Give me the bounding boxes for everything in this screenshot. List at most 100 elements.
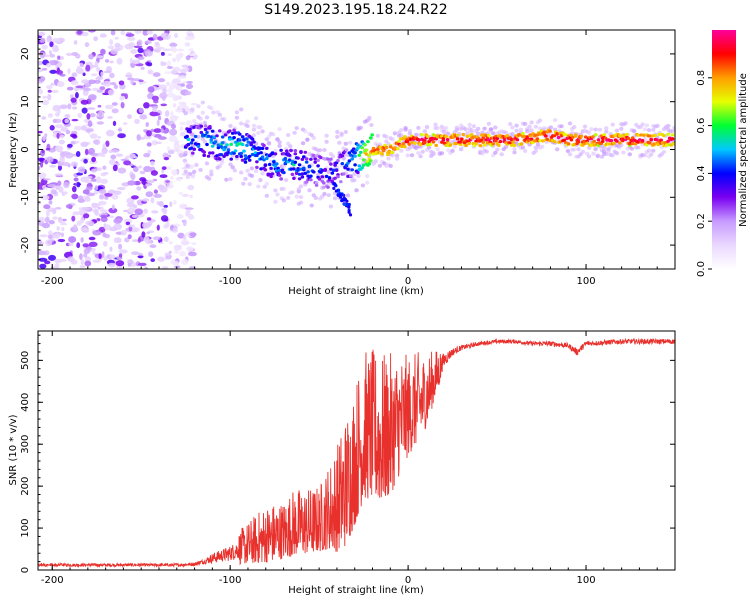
spectrogram-noise-cell — [84, 180, 94, 184]
spectrogram-halo-cell — [209, 169, 214, 174]
spectrogram-noise-cell — [137, 255, 144, 259]
spectrogram-signal-cell — [630, 142, 635, 146]
spectrogram-noise-cell — [119, 95, 125, 101]
spectrogram-halo-cell — [234, 110, 240, 115]
spectrogram-noise-cell — [190, 52, 197, 57]
spectrogram-halo-cell — [670, 128, 675, 133]
spectrogram-halo-cell — [185, 163, 190, 168]
spectrogram-signal-cell — [206, 154, 211, 158]
spectrogram-halo-cell — [292, 130, 297, 135]
spectrogram-signal-cell — [572, 142, 577, 147]
spectrogram-signal-cell — [322, 185, 326, 189]
spectrogram-signal-cell — [505, 134, 510, 138]
spectrogram-noise-cell — [85, 128, 94, 133]
spectrogram-noise-cell — [44, 260, 51, 265]
spectrogram-halo-cell — [328, 204, 334, 209]
spectrogram-x-tick-label: -100 — [219, 276, 242, 287]
spectrogram-signal-cell — [433, 134, 437, 138]
spectrogram-noise-cell — [101, 147, 108, 155]
spectrogram-signal-cell — [440, 134, 444, 138]
spectrogram-noise-cell — [57, 238, 66, 243]
spectrogram-signal-cell — [366, 140, 370, 144]
spectrogram-noise-cell — [76, 30, 83, 35]
spectrogram-halo-cell — [576, 147, 581, 152]
spectrogram-signal-cell — [417, 138, 421, 142]
spectrogram-signal-cell — [292, 167, 296, 171]
spectrogram-halo-cell — [183, 169, 188, 174]
spectrogram-noise-cell — [100, 71, 104, 77]
spectrogram-noise-cell — [166, 88, 173, 93]
spectrogram-noise-cell — [168, 135, 178, 143]
spectrogram-halo-cell — [510, 131, 515, 136]
spectrogram-noise-cell — [134, 30, 142, 34]
spectrogram-halo-cell — [198, 167, 203, 172]
spectrogram-noise-cell — [74, 140, 80, 144]
spectrogram-noise-cell — [182, 219, 187, 227]
spectrogram-halo-cell — [213, 130, 218, 135]
spectrogram-noise-cell — [162, 88, 167, 95]
spectrogram-signal-cell — [411, 136, 416, 140]
spectrogram-signal-cell — [484, 138, 488, 142]
spectrogram-signal-cell — [521, 132, 525, 136]
spectrogram-signal-cell — [265, 156, 269, 161]
spectrogram-noise-cell — [117, 167, 127, 174]
spectrogram-noise-cell — [133, 204, 138, 209]
spectrogram-halo-cell — [305, 167, 310, 172]
spectrogram-noise-cell — [130, 173, 136, 180]
spectrogram-noise-cell — [137, 39, 143, 47]
spectrogram-halo-cell — [271, 132, 276, 137]
spectrogram-halo-cell — [642, 127, 647, 132]
spectrogram-signal-cell — [199, 124, 204, 128]
spectrogram-noise-cell — [41, 67, 48, 71]
spectrogram-signal-cell — [272, 160, 276, 164]
spectrogram-signal-cell — [340, 162, 345, 166]
spectrogram-noise-cell — [173, 223, 181, 227]
spectrogram-noise-cell — [151, 133, 156, 137]
spectrogram-signal-cell — [647, 141, 652, 145]
spectrogram-noise-cell — [127, 263, 131, 267]
spectrogram-halo-cell — [343, 141, 348, 146]
spectrogram-signal-cell — [203, 124, 208, 128]
spectrogram-noise-cell — [47, 234, 53, 239]
spectrogram-noise-cell — [41, 222, 51, 229]
spectrogram-halo-cell — [326, 193, 331, 198]
spectrogram-noise-cell — [139, 170, 146, 175]
spectrogram-noise-cell — [62, 218, 67, 222]
spectrogram-halo-cell — [587, 145, 592, 150]
spectrogram-signal-cell — [356, 146, 360, 150]
spectrogram-halo-cell — [672, 125, 675, 130]
snr-x-tick-label: -100 — [219, 575, 242, 586]
spectrogram-noise-cell — [152, 72, 161, 77]
spectrogram-noise-cell — [98, 111, 103, 118]
spectrogram-noise-cell — [104, 224, 112, 231]
spectrogram-signal-cell — [347, 210, 351, 214]
spectrogram-noise-cell — [55, 70, 64, 75]
spectrogram-signal-cell — [273, 152, 278, 156]
spectrogram-halo-cell — [298, 184, 304, 189]
spectrogram-noise-cell — [152, 107, 158, 113]
spectrogram-noise-cell — [110, 30, 116, 36]
spectrogram-noise-cell — [72, 106, 78, 110]
spectrogram-signal-cell — [565, 136, 569, 140]
spectrogram-signal-cell — [302, 155, 306, 159]
spectrogram-halo-cell — [294, 126, 299, 131]
spectrogram-halo-cell — [651, 127, 656, 132]
spectrogram-signal-cell — [293, 152, 298, 156]
spectrogram-noise-cell — [114, 36, 119, 40]
spectrogram-noise-cell — [140, 66, 145, 71]
spectrogram-noise-cell — [156, 224, 160, 231]
spectrogram-signal-cell — [548, 129, 552, 133]
spectrogram-noise-cell — [118, 253, 123, 258]
spectrogram-noise-cell — [49, 53, 56, 58]
spectrogram-noise-cell — [163, 236, 169, 242]
spectrogram-noise-cell — [173, 146, 181, 153]
spectrogram-noise-cell — [58, 139, 65, 145]
spectrogram-halo-cell — [565, 149, 571, 153]
spectrogram-signal-cell — [461, 132, 466, 137]
spectrogram-noise-cell — [115, 260, 125, 267]
spectrogram-noise-cell — [61, 227, 65, 232]
spectrogram-signal-cell — [226, 151, 231, 155]
spectrogram-signal-cell — [205, 130, 209, 135]
spectrogram-halo-cell — [251, 123, 257, 128]
